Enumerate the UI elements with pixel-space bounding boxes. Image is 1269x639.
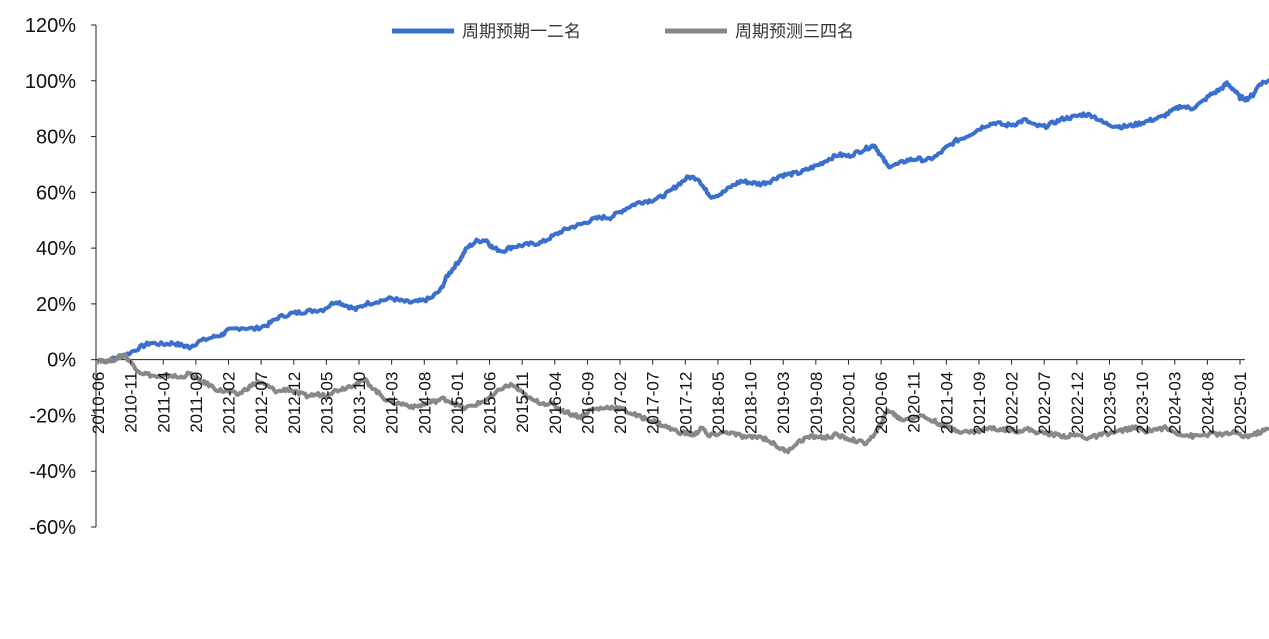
x-tick-label: 2018-10 xyxy=(742,372,761,434)
x-tick-label: 2023-05 xyxy=(1100,372,1119,434)
x-tick-label: 2013-10 xyxy=(350,372,369,434)
x-tick-label: 2018-05 xyxy=(709,372,728,434)
x-tick-label: 2021-09 xyxy=(970,372,989,434)
x-tick-label: 2012-07 xyxy=(252,372,271,434)
x-tick-label: 2010-06 xyxy=(89,372,108,434)
legend: 周期预期一二名 周期预测三四名 xyxy=(392,22,854,42)
y-tick-label: -20% xyxy=(29,405,76,427)
y-tick-label: 20% xyxy=(36,294,76,316)
x-tick-label: 2017-12 xyxy=(676,372,695,434)
x-tick-label: 2013-05 xyxy=(317,372,336,434)
y-tick-label: 80% xyxy=(36,127,76,149)
x-tick-label: 2016-09 xyxy=(578,372,597,434)
x-tick-label: 2015-01 xyxy=(448,372,467,434)
x-tick-label: 2017-02 xyxy=(611,372,630,434)
y-axis-ticks: 120% 100% 80% 60% 40% 20% 0% -20% -40% -60% xyxy=(25,15,96,539)
series-layer xyxy=(97,78,1269,455)
legend-label-series-1: 周期预期一二名 xyxy=(462,22,581,42)
y-tick-label: 40% xyxy=(36,238,76,260)
series-line-1 xyxy=(97,78,1269,365)
x-tick-label: 2011-04 xyxy=(154,372,173,433)
x-tick-label: 2012-12 xyxy=(285,372,304,434)
x-tick-label: 2010-11 xyxy=(122,372,141,433)
x-tick-label: 2015-11 xyxy=(513,372,532,433)
x-tick-label: 2017-07 xyxy=(644,372,663,434)
x-tick-label: 2015-06 xyxy=(481,372,500,434)
x-axis-ticks: 2010-06 2010-11 2011-04 2011-09 2012-02 2012-… xyxy=(89,359,1250,434)
y-tick-label: 120% xyxy=(25,15,76,37)
y-tick-label: -60% xyxy=(29,517,76,539)
x-tick-label: 2019-08 xyxy=(807,372,826,434)
x-tick-label: 2020-06 xyxy=(872,372,891,434)
x-tick-label: 2024-08 xyxy=(1198,372,1217,434)
x-tick-label: 2011-09 xyxy=(187,372,206,433)
y-tick-label: 60% xyxy=(36,182,76,204)
x-tick-label: 2022-12 xyxy=(1068,372,1087,434)
x-tick-label: 2019-03 xyxy=(774,372,793,434)
y-tick-label: 100% xyxy=(25,71,76,93)
axes xyxy=(95,25,1245,527)
x-tick-label: 2025-01 xyxy=(1231,372,1250,434)
series-line-2 xyxy=(97,352,1269,455)
x-tick-label: 2014-08 xyxy=(415,372,434,434)
y-tick-label: -40% xyxy=(29,461,76,483)
x-tick-label: 2024-03 xyxy=(1166,372,1185,434)
x-tick-label: 2016-04 xyxy=(546,372,565,434)
y-tick-label: 0% xyxy=(47,350,76,372)
legend-label-series-2: 周期预测三四名 xyxy=(735,22,854,42)
x-tick-label: 2021-04 xyxy=(937,372,956,434)
x-tick-label: 2023-10 xyxy=(1133,372,1152,434)
x-tick-label: 2022-07 xyxy=(1035,372,1054,434)
x-tick-label: 2012-02 xyxy=(220,372,239,434)
x-tick-label: 2020-11 xyxy=(905,372,924,433)
x-tick-label: 2014-03 xyxy=(383,372,402,434)
x-tick-label: 2020-01 xyxy=(839,372,858,434)
x-tick-label: 2022-02 xyxy=(1003,372,1022,434)
